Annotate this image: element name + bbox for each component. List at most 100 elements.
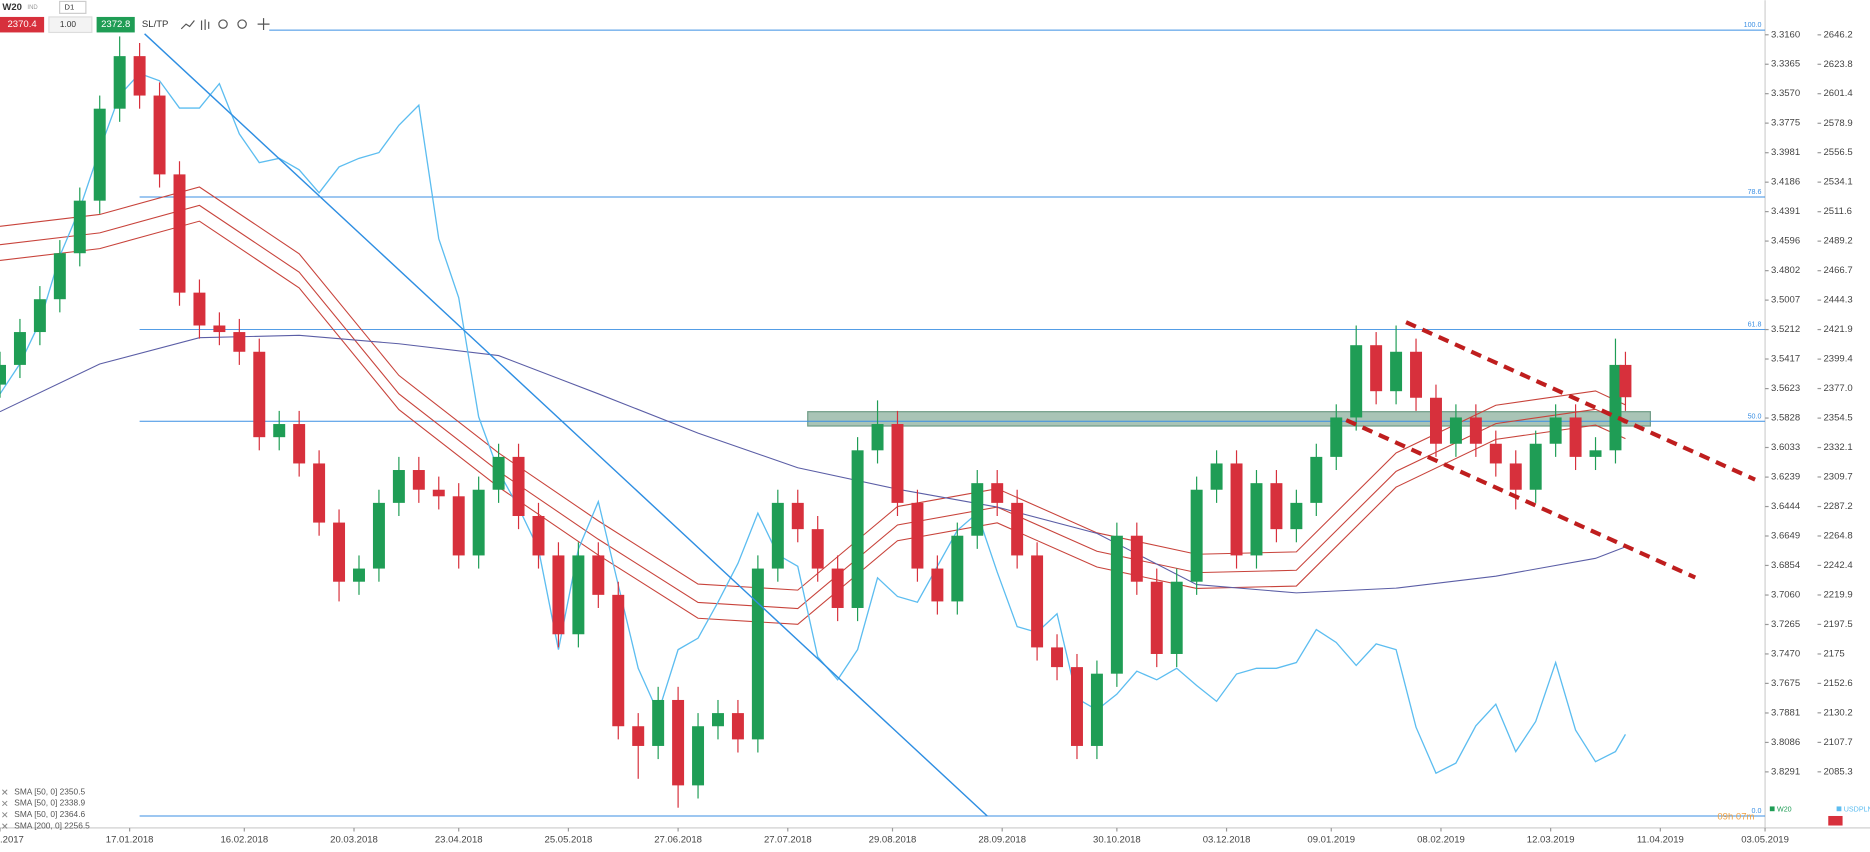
crosshair-icon[interactable]	[257, 18, 270, 31]
candle-body	[712, 713, 724, 727]
candle-body	[951, 535, 964, 602]
candle-body	[1370, 345, 1383, 392]
volume-box[interactable]	[48, 16, 93, 34]
candle-body	[1449, 417, 1462, 444]
indicator-icon	[2, 800, 8, 807]
legend-label: W20	[1777, 805, 1792, 813]
y-tick-label: 2377.0	[1823, 383, 1852, 394]
candle-body	[1529, 443, 1542, 490]
y2-tick-label: 3.6649	[1771, 531, 1800, 542]
buy-price[interactable]: 2372.8	[101, 19, 130, 30]
trendline	[144, 33, 988, 817]
indicator-legend: SMA [50, 0] 2338.9	[14, 798, 85, 808]
candle-body	[293, 424, 306, 464]
y-tick-label: 2219.9	[1823, 589, 1852, 600]
candle-body	[1051, 647, 1064, 668]
y-tick-label: 2332.1	[1823, 442, 1852, 453]
y-tick-label: 2309.7	[1823, 472, 1852, 483]
candle-body	[1031, 555, 1044, 648]
candle-body	[552, 555, 565, 635]
countdown: 09h 07m	[1717, 812, 1754, 823]
candle-body	[213, 325, 226, 333]
indicator-legend: SMA [50, 0] 2364.6	[14, 809, 85, 819]
candle-body	[751, 568, 764, 740]
candle-body	[911, 502, 924, 569]
timeframe-box[interactable]	[59, 0, 87, 14]
y-tick-label: 2085.3	[1823, 766, 1852, 777]
x-tick-label: 25.05.2018	[545, 834, 593, 845]
y-tick-label: 2287.2	[1823, 501, 1852, 512]
sell-button[interactable]	[0, 16, 45, 33]
support-zone	[807, 411, 1651, 427]
candle-body	[1569, 417, 1582, 457]
candle-body	[1609, 364, 1622, 451]
y-tick-label: 2534.1	[1823, 177, 1852, 188]
candle-body	[1589, 450, 1602, 457]
sma-line	[0, 220, 1626, 625]
y2-tick-label: 3.6444	[1771, 501, 1801, 512]
y2-tick-label: 3.3160	[1771, 29, 1800, 40]
close-button[interactable]	[1828, 815, 1843, 826]
candle-body	[273, 424, 286, 438]
y-tick-label: 2646.2	[1823, 29, 1852, 40]
y-tick-label: 2197.5	[1823, 619, 1852, 630]
candle-body	[612, 594, 625, 727]
y-tick-label: 2578.9	[1823, 118, 1852, 129]
candle-body	[771, 502, 784, 569]
legend-label: USDPLN	[1844, 805, 1870, 813]
y2-tick-label: 3.3365	[1771, 59, 1800, 70]
timeframe[interactable]: D1	[64, 2, 74, 11]
symbol[interactable]: W20	[2, 2, 22, 13]
candle-body	[392, 470, 405, 503]
zoom-out-icon[interactable]	[218, 19, 228, 29]
x-tick-label: 03.05.2019	[1741, 834, 1789, 845]
candle-body	[891, 424, 904, 503]
x-tick-label: 20.03.2018	[330, 834, 378, 845]
y-tick-label: 2489.2	[1823, 236, 1852, 247]
fib-label: 50.0	[1748, 412, 1762, 420]
y-tick-label: 2152.6	[1823, 678, 1852, 689]
indicator-legend: SMA [50, 0] 2350.5	[14, 786, 85, 796]
indicator-icon	[2, 823, 8, 829]
buy-button[interactable]	[96, 16, 135, 33]
candle-body	[1619, 364, 1632, 398]
y2-tick-label: 3.7470	[1771, 648, 1800, 659]
x-tick-label: 09.01.2019	[1307, 834, 1355, 845]
y2-tick-label: 3.7060	[1771, 590, 1800, 601]
candle-body	[0, 364, 6, 385]
candle-body	[1390, 351, 1403, 392]
candle-body	[1429, 397, 1442, 444]
sell-price[interactable]: 2370.4	[7, 19, 37, 30]
x-tick-label: 27.06.2018	[654, 834, 702, 845]
candle-body	[871, 424, 884, 451]
line-tool-icon[interactable]	[180, 20, 195, 30]
zoom-in-icon[interactable]	[237, 19, 247, 29]
y2-tick-label: 3.6033	[1771, 442, 1800, 453]
candle-body	[512, 456, 525, 517]
candle-body	[33, 299, 46, 333]
candle-body	[1350, 345, 1363, 418]
candle-body	[1270, 483, 1283, 530]
x-tick-label: 30.10.2018	[1093, 834, 1141, 845]
y2-tick-label: 3.8291	[1771, 766, 1800, 777]
candle-body	[692, 726, 705, 786]
sltp[interactable]: SL/TP	[142, 19, 169, 30]
volume[interactable]: 1.00	[60, 19, 77, 29]
candle-body	[1330, 417, 1343, 457]
y2-tick-label: 3.4391	[1771, 206, 1800, 217]
y-tick-label: 2354.5	[1823, 413, 1852, 424]
trendline	[1405, 320, 1756, 482]
candle-body	[313, 463, 326, 523]
y2-tick-label: 3.5417	[1771, 354, 1800, 365]
candle-tool-icon[interactable]	[200, 19, 210, 31]
y2-tick-label: 3.4596	[1771, 236, 1800, 247]
fib-label: 61.8	[1748, 321, 1762, 329]
candle-body	[93, 108, 106, 201]
candle-body	[13, 332, 26, 365]
x-tick-label: 11.04.2019	[1637, 834, 1684, 845]
x-tick-label: 12.12.2017	[0, 834, 24, 845]
fib-label: 78.6	[1748, 188, 1762, 196]
candle-body	[791, 502, 804, 530]
candle-body	[1509, 463, 1522, 490]
